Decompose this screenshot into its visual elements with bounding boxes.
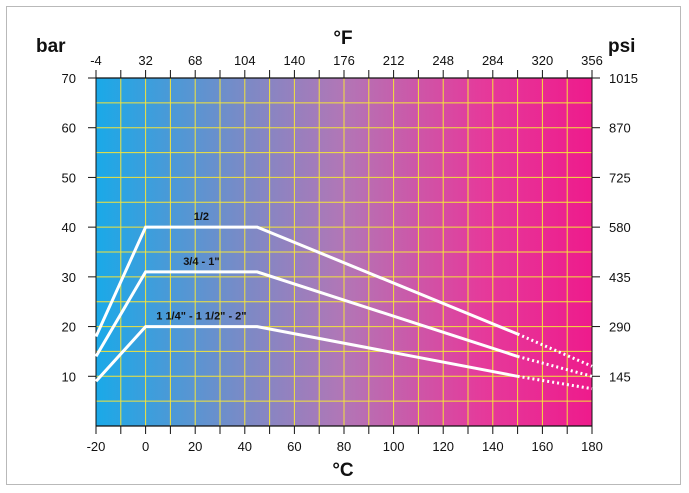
bar-tick-label: 40 [62,220,76,235]
series-line-solid [94,225,519,338]
celsius-tick-label: 120 [432,439,454,454]
bar-tick-label: 30 [62,270,76,285]
bar-tick-label: 60 [62,121,76,136]
celsius-tick-label: 100 [383,439,405,454]
celsius-tick-label: 0 [142,439,149,454]
series-line-solid [94,270,519,358]
psi-tick-label: 725 [609,170,631,185]
fahrenheit-tick-label: 356 [581,53,603,68]
celsius-tick-label: 80 [337,439,351,454]
series-lines: 1/2 3/4 - 1" 1 1/4" - 1 1/2" - 2" [94,211,593,391]
fahrenheit-tick-label: 212 [383,53,405,68]
series-label: 1 1/4" - 1 1/2" - 2" [156,311,246,323]
fahrenheit-tick-label: 104 [234,53,256,68]
celsius-tick-label: 180 [581,439,603,454]
fahrenheit-tick-label: 284 [482,53,504,68]
bottom-unit-label: °C [332,460,354,481]
celsius-tick-label: -20 [87,439,106,454]
celsius-tick-label: 60 [287,439,301,454]
psi-tick-label: 435 [609,270,631,285]
fahrenheit-tick-label: -4 [90,53,102,68]
grid-lines [96,78,592,426]
left-unit-label: bar [36,36,66,57]
top-unit-label: °F [333,28,352,49]
fahrenheit-tick-label: 176 [333,53,355,68]
fahrenheit-tick-label: 140 [284,53,306,68]
bar-tick-label: 50 [62,170,76,185]
series-label: 3/4 - 1" [183,256,219,268]
fahrenheit-tick-label: 68 [188,53,202,68]
psi-tick-label: 145 [609,369,631,384]
celsius-tick-label: 40 [238,439,252,454]
celsius-tick-label: 20 [188,439,202,454]
celsius-tick-label: 140 [482,439,504,454]
psi-tick-label: 580 [609,220,631,235]
series-label: 1/2 [194,211,209,223]
fahrenheit-tick-label: 32 [138,53,152,68]
series-line-dotted [517,332,593,368]
right-unit-label: psi [608,36,635,57]
psi-tick-label: 1015 [609,71,638,86]
bar-tick-label: 70 [62,71,76,86]
bar-tick-label: 20 [62,320,76,335]
celsius-tick-label: 160 [532,439,554,454]
psi-tick-label: 870 [609,121,631,136]
tick-labels: -20 -4 0 32 20 68 40 104 60 140 80 176 100 212 120 248 1… [62,53,638,454]
series-line-solid [94,325,518,383]
psi-tick-label: 290 [609,320,631,335]
fahrenheit-tick-label: 320 [532,53,554,68]
bar-tick-label: 10 [62,369,76,384]
fahrenheit-tick-label: 248 [432,53,454,68]
axes [88,70,600,434]
